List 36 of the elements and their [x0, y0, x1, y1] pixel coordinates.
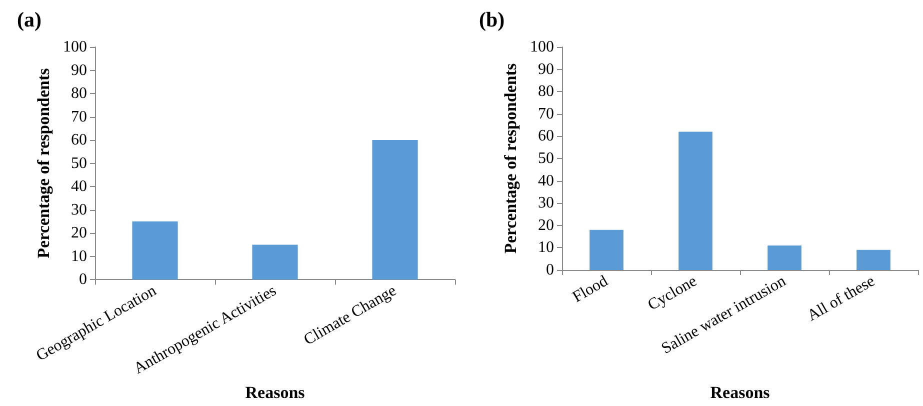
- y-tick-label: 60: [538, 128, 554, 145]
- bar: [856, 250, 890, 270]
- bar: [252, 244, 298, 280]
- bar: [590, 230, 624, 270]
- y-tick-label: 20: [71, 224, 87, 242]
- chart-title: (a): [17, 8, 42, 32]
- y-tick-label: 10: [71, 248, 87, 265]
- y-tick-label: 100: [530, 38, 554, 56]
- y-tick-label: 90: [71, 62, 87, 79]
- y-tick-label: 0: [79, 271, 87, 288]
- bar: [132, 221, 178, 280]
- y-tick-label: 40: [71, 178, 87, 196]
- y-tick-label: 20: [538, 216, 554, 234]
- y-tick-label: 10: [538, 239, 554, 256]
- y-tick-label: 30: [538, 194, 554, 212]
- y-tick-label: 100: [63, 38, 87, 56]
- y-tick-label: 80: [71, 85, 87, 102]
- y-tick-label: 80: [538, 83, 554, 100]
- x-axis-title: Reasons: [245, 383, 306, 402]
- y-tick-label: 70: [538, 105, 554, 122]
- bar: [678, 132, 712, 270]
- x-tick-label: All of these: [804, 272, 878, 325]
- x-axis-title: Reasons: [710, 383, 770, 402]
- y-axis-title: Percentage of respondents: [34, 68, 54, 258]
- y-tick-label: 70: [71, 108, 87, 126]
- y-tick-label: 40: [538, 172, 554, 190]
- bar: [372, 140, 418, 280]
- y-tick-label: 50: [71, 154, 87, 172]
- y-tick-label: 30: [71, 201, 87, 218]
- y-axis-title: Percentage of respondents: [501, 63, 520, 254]
- bar: [768, 245, 802, 270]
- y-tick-label: 60: [71, 132, 87, 149]
- y-tick-label: 0: [546, 262, 554, 278]
- y-tick-label: 90: [538, 60, 554, 78]
- chart-title: (b): [479, 8, 505, 32]
- y-tick-label: 50: [538, 150, 554, 167]
